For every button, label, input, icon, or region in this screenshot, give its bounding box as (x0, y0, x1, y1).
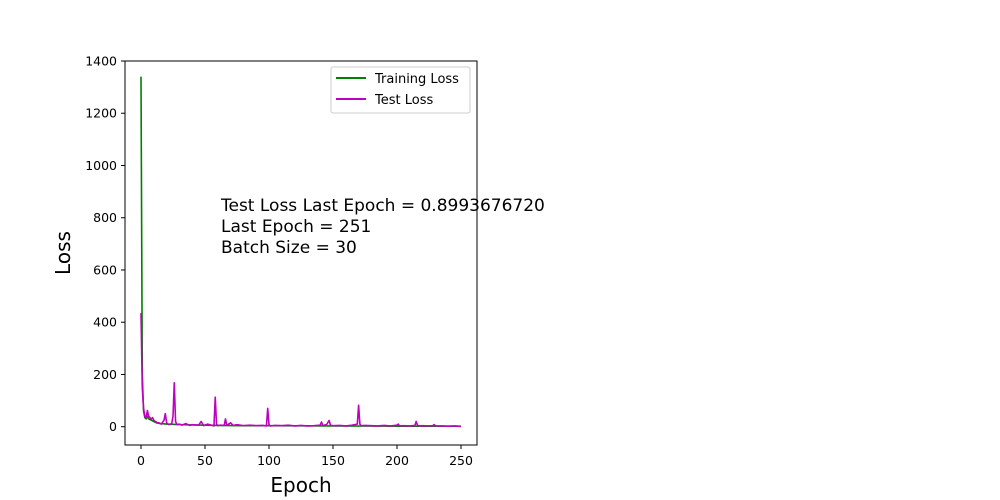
x-tick-label: 50 (197, 453, 213, 468)
y-tick-label: 1000 (85, 158, 117, 173)
annotation-test-loss: Test Loss Last Epoch = 0.8993676720 (220, 196, 545, 216)
y-tick-label: 600 (93, 262, 117, 277)
x-tick-label: 200 (385, 453, 409, 468)
y-axis-label: Loss (51, 231, 75, 275)
ticks-layer: 0 50 100 150 200 250 0 200 400 600 800 1000 1200 1400 (85, 54, 473, 469)
legend: Training Loss Test Loss (330, 66, 471, 114)
y-tick-label: 800 (93, 210, 117, 225)
plot-frame (124, 60, 478, 446)
y-tick-label: 400 (93, 315, 117, 330)
y-tick-label: 1200 (85, 106, 117, 121)
legend-label-test: Test Loss (374, 93, 433, 108)
x-tick-label: 0 (137, 453, 145, 468)
y-tick-label: 200 (93, 367, 117, 382)
series-line-test-loss (140, 313, 462, 428)
y-tick-label: 1400 (85, 54, 117, 69)
x-tick-label: 250 (449, 453, 473, 468)
annotation-last-epoch: Last Epoch = 251 (221, 217, 371, 237)
annotation-block: Test Loss Last Epoch = 0.8993676720 Last… (220, 196, 545, 258)
x-tick-label: 150 (321, 453, 345, 468)
y-tick-label: 0 (109, 419, 117, 434)
annotation-batch-size: Batch Size = 30 (221, 238, 357, 258)
x-axis-label: Epoch (270, 473, 331, 497)
legend-label-training: Training Loss (374, 72, 459, 87)
series-layer (140, 76, 462, 428)
x-tick-label: 100 (257, 453, 281, 468)
